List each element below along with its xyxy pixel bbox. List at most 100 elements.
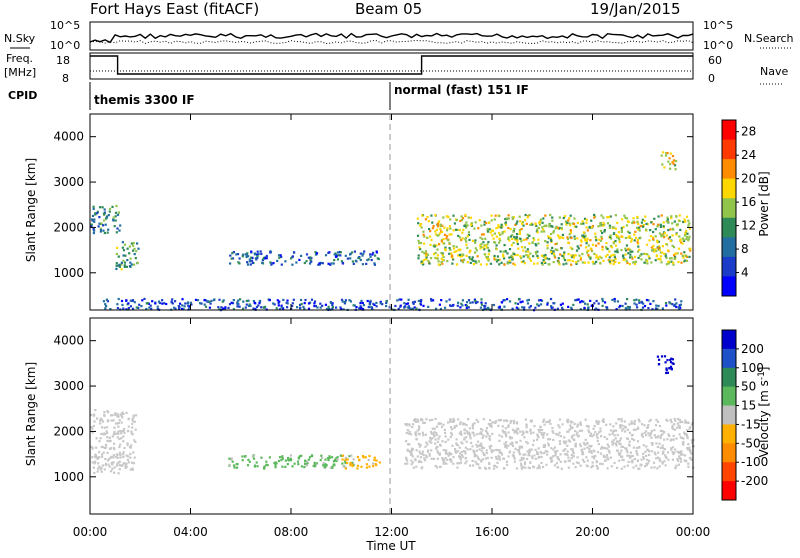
heatmap-cell [286, 463, 289, 466]
heatmap-cell [428, 454, 431, 457]
heatmap-cell [595, 434, 598, 437]
heatmap-cell [426, 443, 429, 446]
heatmap-cell [474, 460, 477, 463]
heatmap-cell [438, 232, 441, 235]
heatmap-cell [593, 457, 596, 460]
heatmap-cell [418, 445, 421, 448]
heatmap-cell [453, 426, 456, 429]
heatmap-cell [306, 462, 309, 465]
heatmap-cell [570, 306, 573, 309]
heatmap-cell [446, 239, 449, 242]
heatmap-cell [608, 224, 611, 227]
heatmap-cell [641, 435, 644, 438]
heatmap-cell [448, 453, 452, 456]
heatmap-cell [632, 261, 635, 264]
heatmap-cell [452, 420, 455, 423]
heatmap-cell [424, 250, 427, 253]
heatmap-cell [680, 261, 683, 264]
heatmap-cell [505, 441, 508, 444]
heatmap-cell [473, 422, 476, 425]
heatmap-cell [461, 299, 464, 302]
heatmap-cell [468, 238, 471, 241]
heatmap-cell [612, 425, 615, 428]
heatmap-cell [675, 223, 678, 226]
heatmap-cell [351, 465, 354, 468]
heatmap-cell [690, 452, 693, 455]
heatmap-cell [260, 456, 263, 459]
heatmap-cell [495, 448, 498, 452]
power-ytick-label: 1000 [53, 266, 84, 280]
heatmap-cell [645, 243, 649, 246]
heatmap-cell [116, 422, 119, 425]
heatmap-cell [121, 303, 124, 306]
heatmap-cell [569, 231, 572, 234]
heatmap-cell [476, 433, 479, 436]
heatmap-cell [599, 427, 602, 430]
heatmap-cell [248, 303, 251, 306]
heatmap-cell [527, 466, 530, 469]
heatmap-cell [596, 436, 599, 439]
heatmap-cell [485, 449, 488, 452]
heatmap-cell [448, 252, 451, 255]
heatmap-cell [452, 456, 455, 459]
heatmap-cell [394, 304, 397, 308]
heatmap-cell [556, 466, 559, 469]
heatmap-cell [93, 471, 96, 475]
heatmap-cell [643, 424, 646, 427]
heatmap-cell [205, 299, 208, 302]
heatmap-cell [467, 299, 471, 302]
heatmap-cell [541, 429, 544, 432]
heatmap-cell [685, 259, 689, 262]
heatmap-cell [542, 420, 545, 423]
heatmap-cell [490, 456, 493, 459]
heatmap-cell [417, 254, 420, 257]
heatmap-cell [470, 441, 473, 444]
heatmap-cell [454, 448, 457, 451]
heatmap-cell [661, 433, 664, 436]
heatmap-cell [498, 241, 501, 244]
heatmap-cell [678, 425, 681, 428]
heatmap-cell [649, 433, 652, 436]
heatmap-cell [415, 420, 418, 423]
heatmap-cell [413, 306, 416, 309]
heatmap-cell [221, 307, 224, 310]
heatmap-cell [666, 249, 670, 252]
heatmap-cell [683, 239, 686, 242]
heatmap-cell [589, 434, 592, 437]
heatmap-cell [679, 460, 683, 463]
heatmap-cell [324, 458, 327, 461]
time-axis-label: Time UT [365, 539, 416, 553]
heatmap-cell [459, 452, 462, 455]
heatmap-cell [514, 223, 517, 226]
heatmap-cell [613, 461, 616, 465]
heatmap-cell [120, 421, 123, 424]
heatmap-cell [334, 255, 338, 258]
heatmap-cell [124, 463, 127, 466]
heatmap-cell [292, 298, 295, 301]
heatmap-cell [669, 240, 672, 243]
heatmap-cell [687, 239, 690, 242]
heatmap-cell [130, 444, 133, 447]
heatmap-cell [460, 454, 464, 457]
heatmap-cell [209, 302, 212, 305]
heatmap-cell [431, 221, 434, 224]
heatmap-cell [509, 435, 512, 439]
heatmap-cell [507, 455, 510, 458]
heatmap-cell [529, 305, 532, 308]
heatmap-cell [580, 300, 583, 303]
heatmap-cell [459, 458, 462, 461]
heatmap-cell [600, 447, 603, 450]
heatmap-cell [589, 299, 592, 302]
heatmap-cell [204, 305, 208, 308]
heatmap-cell [500, 435, 504, 438]
heatmap-cell [444, 306, 447, 309]
heatmap-cell [93, 462, 96, 465]
heatmap-cell [544, 257, 547, 260]
heatmap-cell [103, 219, 106, 222]
heatmap-cell [91, 456, 94, 459]
heatmap-cell [675, 215, 678, 218]
heatmap-cell [661, 429, 664, 433]
heatmap-cell [93, 455, 97, 458]
heatmap-cell [672, 263, 675, 266]
heatmap-cell [364, 456, 367, 459]
